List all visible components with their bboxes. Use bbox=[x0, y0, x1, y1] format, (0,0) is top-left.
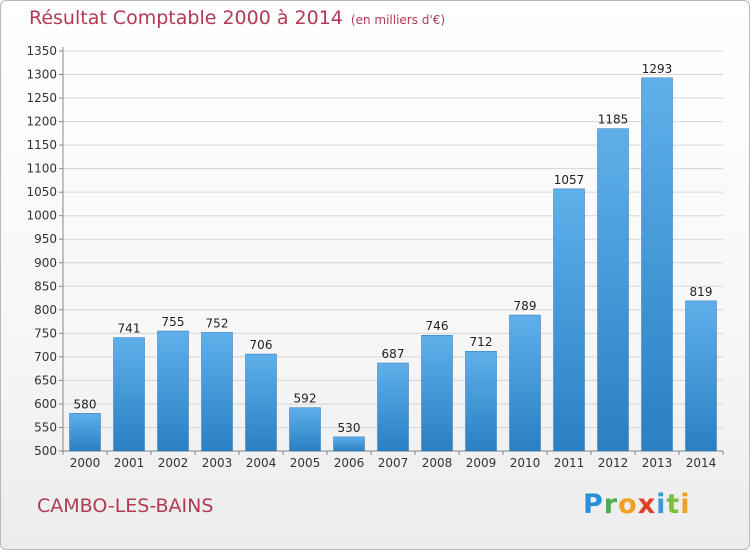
x-tick-label-2000: 2000 bbox=[70, 456, 101, 470]
data-label-2008: 746 bbox=[426, 319, 449, 333]
y-tick-label: 800 bbox=[34, 303, 57, 317]
y-tick-label: 850 bbox=[34, 279, 57, 293]
x-tick-label-2011: 2011 bbox=[554, 456, 585, 470]
y-tick-label: 950 bbox=[34, 232, 57, 246]
data-label-2010: 789 bbox=[514, 299, 537, 313]
bar-2000 bbox=[69, 413, 101, 452]
x-tick-label-2004: 2004 bbox=[246, 456, 277, 470]
commune-name: CAMBO-LES-BAINS bbox=[37, 495, 214, 517]
data-label-2003: 752 bbox=[206, 316, 229, 330]
data-label-2001: 741 bbox=[118, 322, 141, 336]
data-label-2006: 530 bbox=[338, 421, 361, 435]
bar-2003 bbox=[201, 332, 233, 452]
x-tick-label-2013: 2013 bbox=[642, 456, 673, 470]
y-tick-label: 1000 bbox=[26, 209, 57, 223]
x-tick-label-2005: 2005 bbox=[290, 456, 321, 470]
y-tick-label: 1200 bbox=[26, 115, 57, 129]
y-tick-label: 500 bbox=[34, 444, 57, 458]
chart-unit: (en milliers d'€) bbox=[350, 13, 446, 27]
data-label-2011: 1057 bbox=[554, 173, 585, 187]
bars bbox=[69, 77, 717, 452]
y-tick-label: 1250 bbox=[26, 91, 57, 105]
x-tick-label-2008: 2008 bbox=[422, 456, 453, 470]
y-tick-label: 700 bbox=[34, 350, 57, 364]
x-tick-label-2010: 2010 bbox=[510, 456, 541, 470]
bar-2014 bbox=[685, 300, 717, 452]
y-tick-label: 600 bbox=[34, 397, 57, 411]
bar-2013 bbox=[641, 77, 673, 452]
y-tick-label: 1150 bbox=[26, 138, 57, 152]
x-tick-label-2012: 2012 bbox=[598, 456, 629, 470]
data-label-2005: 592 bbox=[294, 392, 317, 406]
data-label-2000: 580 bbox=[74, 397, 97, 411]
y-tick-label: 1100 bbox=[26, 162, 57, 176]
x-tick-label-2007: 2007 bbox=[378, 456, 409, 470]
axes: 500 550 600 650 700 750 800 850 900 950 1000 1050 11… bbox=[26, 44, 724, 470]
bar-2006 bbox=[333, 436, 365, 452]
bar-2005 bbox=[289, 407, 321, 452]
data-label-2004: 706 bbox=[250, 338, 273, 352]
data-label-2007: 687 bbox=[382, 347, 405, 361]
x-tick-label-2006: 2006 bbox=[334, 456, 365, 470]
bar-2010 bbox=[509, 314, 541, 452]
bar-2001 bbox=[113, 337, 145, 452]
chart-title-block: Résultat Comptable 2000 à 2014 (en millie… bbox=[29, 7, 445, 29]
data-label-2012: 1185 bbox=[598, 113, 629, 127]
data-label-2013: 1293 bbox=[642, 62, 673, 76]
x-tick-label-2003: 2003 bbox=[202, 456, 233, 470]
x-tick-label-2014: 2014 bbox=[686, 456, 717, 470]
x-tick-label-2001: 2001 bbox=[114, 456, 145, 470]
y-tick-label: 1050 bbox=[26, 185, 57, 199]
x-tick-label-2002: 2002 bbox=[158, 456, 189, 470]
bar-2011 bbox=[553, 188, 585, 452]
y-tick-label: 650 bbox=[34, 373, 57, 387]
bar-2004 bbox=[245, 353, 277, 452]
y-tick-label: 1300 bbox=[26, 68, 57, 82]
proxiti-logo: Proxiti bbox=[583, 489, 691, 520]
data-label-2002: 755 bbox=[162, 315, 185, 329]
data-labels: 580 741 755 752 706 592 530 687 746 712 789 1057 118… bbox=[74, 62, 713, 435]
bar-2007 bbox=[377, 362, 409, 452]
bar-2008 bbox=[421, 334, 453, 452]
chart-title: Résultat Comptable 2000 à 2014 bbox=[29, 7, 343, 29]
bar-2002 bbox=[157, 330, 189, 452]
bar-2012 bbox=[597, 128, 629, 452]
x-tick-label-2009: 2009 bbox=[466, 456, 497, 470]
data-label-2009: 712 bbox=[470, 335, 493, 349]
data-label-2014: 819 bbox=[690, 285, 713, 299]
y-tick-label: 900 bbox=[34, 256, 57, 270]
y-tick-label: 550 bbox=[34, 420, 57, 434]
y-tick-label: 750 bbox=[34, 326, 57, 340]
bar-2009 bbox=[465, 350, 497, 452]
y-tick-label: 1350 bbox=[26, 44, 57, 58]
